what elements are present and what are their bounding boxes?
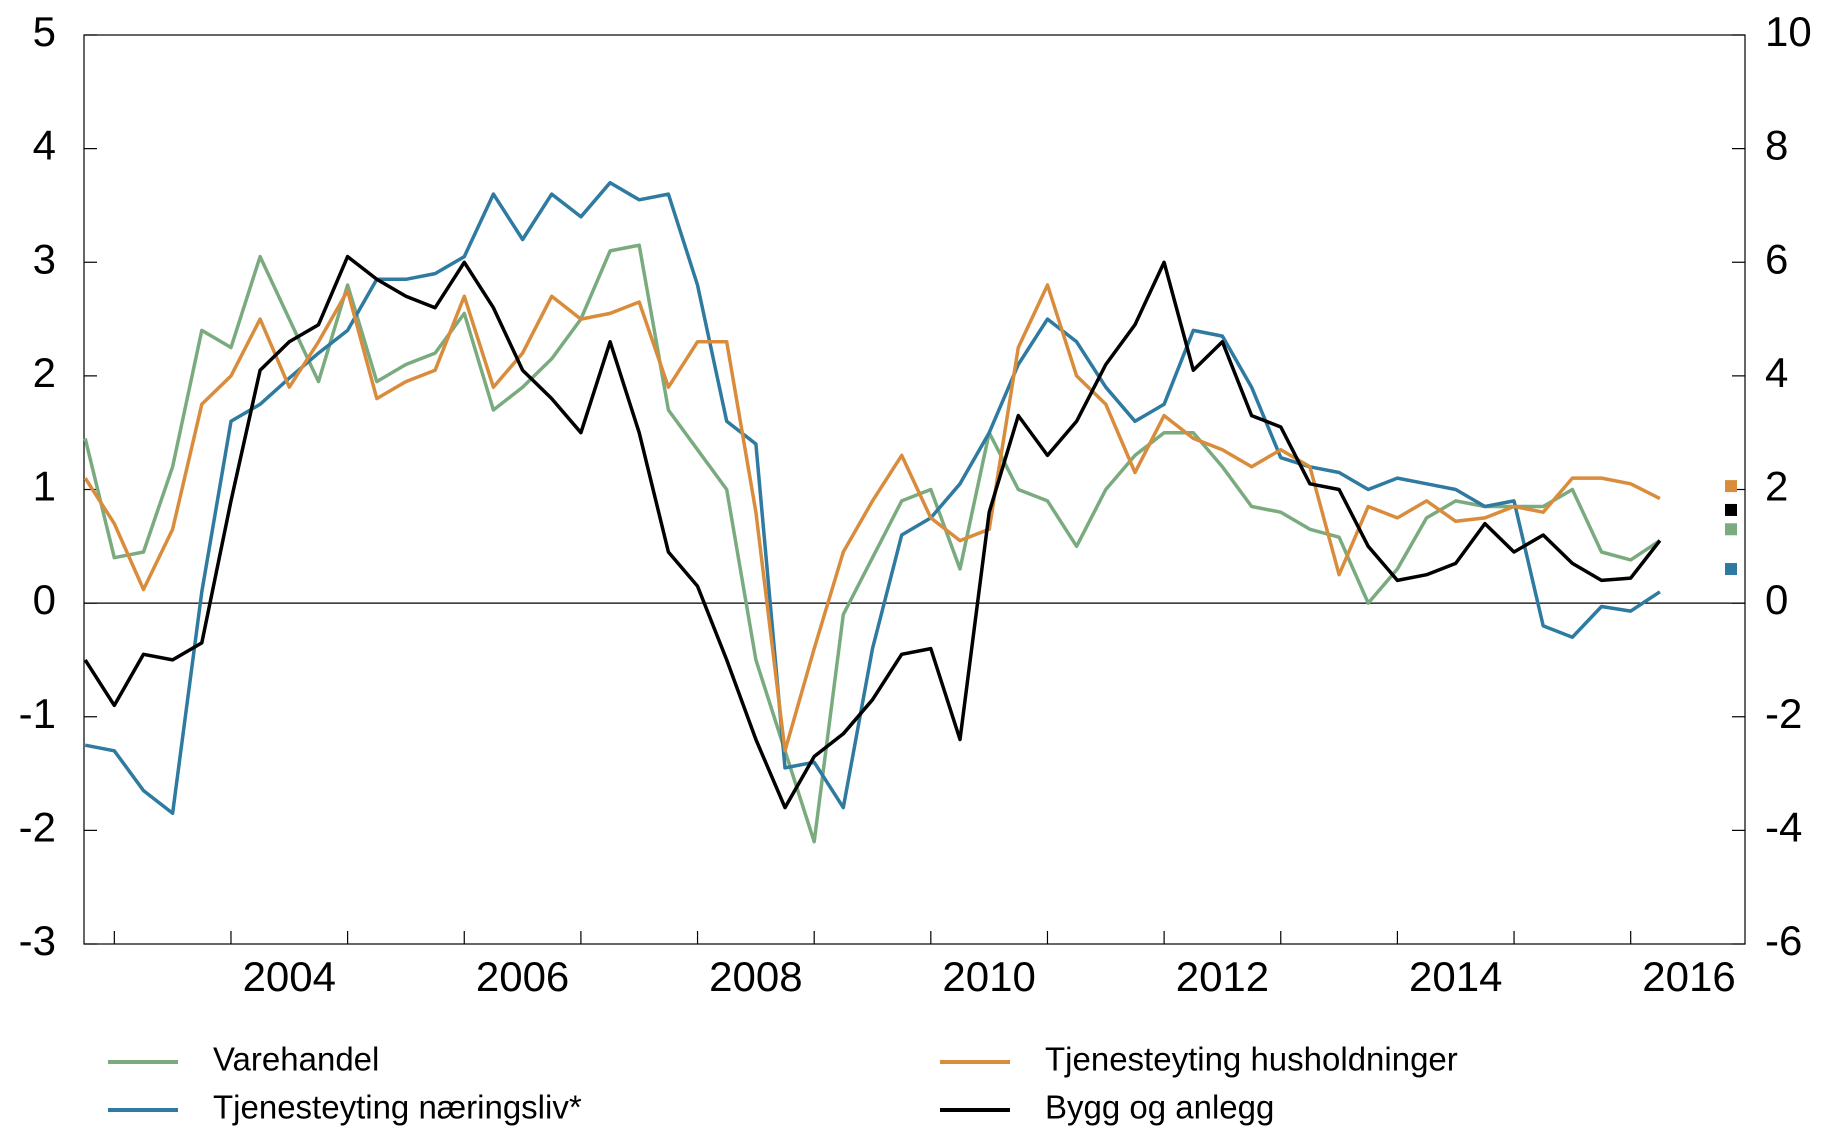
series-line (84, 180, 1661, 816)
series-line (83, 254, 1662, 810)
y-tick-label: -1 (19, 690, 56, 737)
x-tick-label: 2004 (243, 953, 336, 1000)
legend-label: Tjenesteyting næringsliv* (213, 1089, 582, 1126)
y-tick-label: 5 (33, 8, 56, 55)
x-tick-label: 2006 (476, 953, 569, 1000)
y-tick-label: -3 (19, 917, 56, 964)
series-marker (1725, 523, 1737, 536)
x-tick-label: 2012 (1176, 953, 1269, 1000)
y2-tick-label: 6 (1765, 235, 1788, 282)
y-tick-label: 2 (33, 349, 56, 396)
x-tick-label: 2010 (942, 953, 1035, 1000)
series-line (83, 243, 1661, 844)
y2-tick-label: 8 (1765, 122, 1788, 169)
y2-tick-label: -6 (1765, 917, 1802, 964)
y-tick-label: 4 (33, 122, 56, 169)
legend-label: Varehandel (213, 1041, 379, 1078)
series-marker (1725, 563, 1737, 576)
series-marker (1725, 480, 1737, 493)
y-tick-label: -2 (19, 803, 56, 850)
x-tick-label: 2008 (709, 953, 802, 1000)
y2-tick-label: 2 (1765, 463, 1788, 510)
series-marker (1725, 503, 1737, 516)
y-tick-label: 1 (33, 463, 56, 510)
y-tick-label: 3 (33, 235, 56, 282)
x-tick-label: 2016 (1642, 953, 1735, 1000)
y2-tick-label: -2 (1765, 690, 1802, 737)
y2-tick-label: 0 (1765, 576, 1788, 623)
y2-tick-label: 4 (1765, 349, 1788, 396)
series-line (83, 283, 1661, 753)
x-tick-label: 2014 (1409, 953, 1502, 1000)
y2-tick-label: 10 (1765, 8, 1812, 55)
legend-label: Bygg og anlegg (1045, 1089, 1274, 1126)
plot-frame (83, 34, 1746, 945)
legend-label: Tjenesteyting husholdninger (1045, 1041, 1458, 1078)
y-tick-label: 0 (33, 576, 56, 623)
y2-tick-label: -4 (1765, 803, 1802, 850)
